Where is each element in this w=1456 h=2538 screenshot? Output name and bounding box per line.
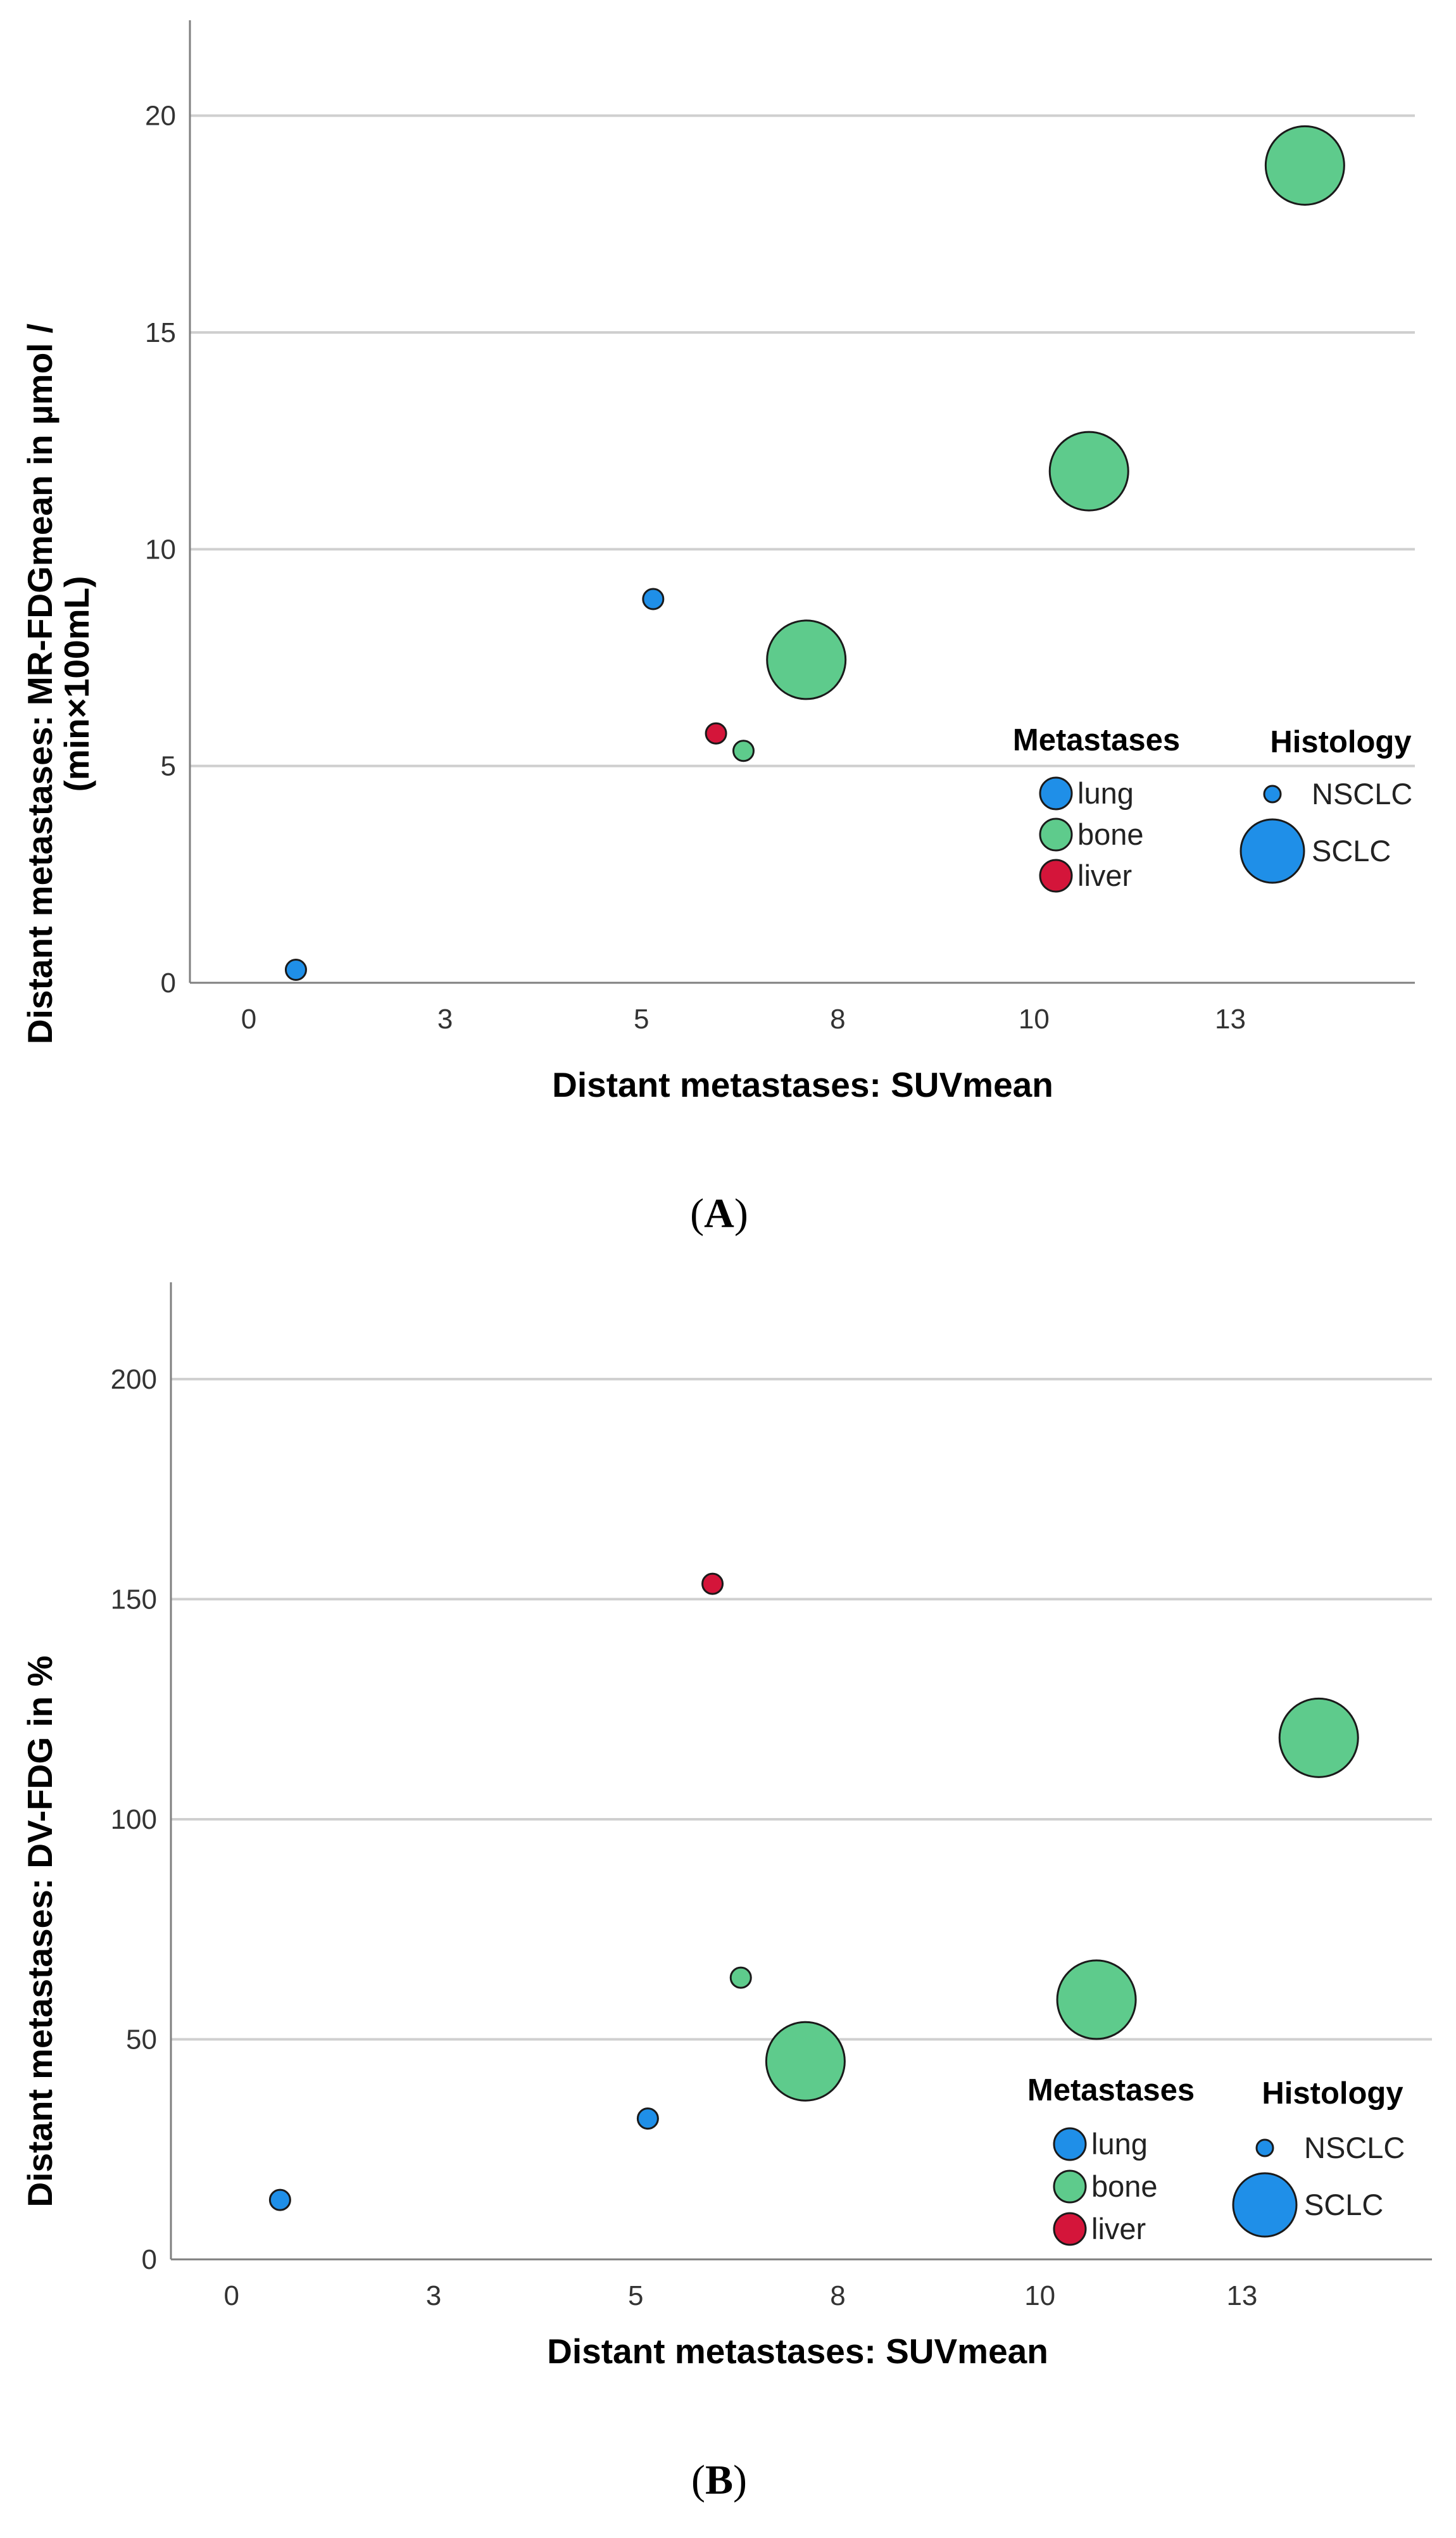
y-tick-label: 15 xyxy=(145,317,176,348)
legend-sclc-label: SCLC xyxy=(1304,2188,1383,2221)
legend-bone-label: bone xyxy=(1091,2169,1158,2203)
data-point-bone xyxy=(766,619,847,700)
legend-liver-label: liver xyxy=(1077,859,1132,892)
legend-bone-marker xyxy=(1053,2169,1087,2204)
legend-metastases-title: Metastases xyxy=(1013,723,1180,757)
data-point-lung xyxy=(636,2107,659,2130)
legend-liver-marker xyxy=(1053,2212,1087,2246)
y-tick-label: 5 xyxy=(161,751,176,782)
x-tick-label: 8 xyxy=(830,2280,845,2311)
legend: Metastases lung bone liver Histology NSC… xyxy=(1027,2073,1405,2246)
x-tick-label: 5 xyxy=(628,2280,643,2311)
legend: Metastases lung bone liver Histology NSC… xyxy=(1013,723,1412,893)
data-point-lung xyxy=(284,958,307,981)
x-axis-title: Distant metastases: SUVmean xyxy=(547,2332,1048,2371)
data-point-bone xyxy=(1264,125,1345,206)
panel-label-a: (A) xyxy=(690,1190,748,1237)
panel-label-b: (B) xyxy=(691,2457,747,2503)
data-point-bone xyxy=(1278,1697,1359,1778)
x-tick-label: 0 xyxy=(224,2280,239,2311)
x-tick-label: 10 xyxy=(1019,1004,1050,1035)
gridlines xyxy=(190,114,1415,767)
data-point-bone xyxy=(1048,431,1129,512)
x-tick-label: 5 xyxy=(634,1004,649,1035)
data-points xyxy=(268,1572,1359,2211)
x-tick-label: 3 xyxy=(437,1004,453,1035)
legend-liver-marker xyxy=(1039,859,1073,893)
data-point-bone xyxy=(1056,1959,1137,2040)
data-point-liver xyxy=(705,722,727,745)
y-tick-label: 0 xyxy=(161,968,176,999)
data-point-bone xyxy=(765,2021,846,2102)
y-tick-labels: 0 5 10 15 20 xyxy=(145,101,176,999)
legend-sclc-marker xyxy=(1239,818,1305,884)
legend-lung-marker xyxy=(1053,2127,1087,2161)
y-tick-label: 10 xyxy=(145,534,176,565)
x-tick-label: 8 xyxy=(830,1004,845,1035)
legend-nsclc-label: NSCLC xyxy=(1312,777,1412,811)
y-tick-labels: 0 50 100 150 200 xyxy=(111,1364,157,2275)
data-point-liver xyxy=(701,1572,724,1595)
legend-histology-title: Histology xyxy=(1270,725,1411,759)
y-tick-label: 100 xyxy=(111,1804,157,1835)
legend-histology-title: Histology xyxy=(1262,2076,1403,2111)
legend-liver-label: liver xyxy=(1091,2212,1146,2245)
x-tick-labels: 0 3 5 8 10 13 xyxy=(241,1004,1246,1035)
legend-lung-label: lung xyxy=(1091,2127,1148,2161)
axes xyxy=(170,1282,1432,2261)
gridlines xyxy=(171,1377,1432,2041)
data-point-bone xyxy=(732,740,755,762)
y-axis-title-line1: Distant metastases: DV-FDG in % xyxy=(20,1655,60,2207)
x-tick-label: 13 xyxy=(1226,2280,1257,2311)
x-tick-labels: 0 3 5 8 10 13 xyxy=(224,2280,1258,2311)
y-tick-label: 150 xyxy=(111,1584,157,1615)
y-tick-label: 200 xyxy=(111,1364,157,1395)
data-points xyxy=(284,125,1345,981)
legend-bone-marker xyxy=(1039,818,1073,852)
data-point-lung xyxy=(642,588,665,610)
legend-sclc-label: SCLC xyxy=(1312,834,1391,868)
x-tick-label: 13 xyxy=(1215,1004,1246,1035)
axes xyxy=(189,20,1415,984)
x-tick-label: 0 xyxy=(241,1004,256,1035)
legend-lung-marker xyxy=(1039,776,1073,811)
x-axis-title: Distant metastases: SUVmean xyxy=(552,1065,1053,1104)
x-tick-label: 3 xyxy=(426,2280,441,2311)
legend-metastases-title: Metastases xyxy=(1027,2073,1195,2107)
legend-sclc-marker xyxy=(1232,2172,1298,2238)
y-tick-label: 0 xyxy=(142,2244,157,2275)
y-tick-label: 50 xyxy=(126,2024,157,2055)
legend-lung-label: lung xyxy=(1077,776,1134,810)
chart-panel-b: 0 3 5 8 10 13 0 50 100 150 200 Distant metastases… xyxy=(20,1282,1432,2503)
y-axis-title-line2: (min×100mL) xyxy=(57,576,96,792)
legend-nsclc-label: NSCLC xyxy=(1304,2131,1405,2164)
legend-bone-label: bone xyxy=(1077,818,1144,851)
x-tick-label: 10 xyxy=(1024,2280,1055,2311)
legend-nsclc-marker xyxy=(1263,785,1282,804)
chart-panel-a: 0 3 5 8 10 13 0 5 10 15 20 Distant metastases: SU… xyxy=(20,20,1415,1237)
data-point-lung xyxy=(268,2188,291,2211)
y-tick-label: 20 xyxy=(145,101,176,132)
legend-nsclc-marker xyxy=(1255,2138,1274,2157)
data-point-bone xyxy=(729,1966,752,1989)
y-axis-title-line1: Distant metastases: MR-FDGmean in µmol / xyxy=(20,324,60,1044)
